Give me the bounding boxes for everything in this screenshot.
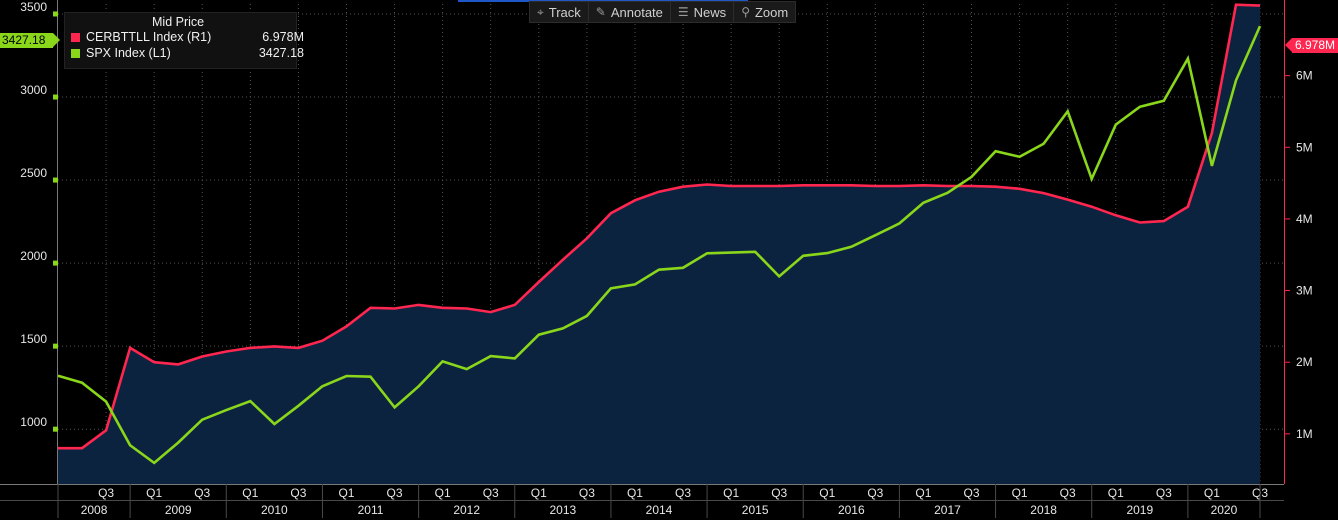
year-label: 2009 [165,503,192,517]
left-tick-marker [53,94,58,100]
x-tick-label: Q3 [98,486,114,500]
left-tick-label: 3000 [20,83,47,97]
annotate-button[interactable]: ✎ Annotate [589,2,671,22]
year-label: 2016 [838,503,865,517]
left-tick-label: 3500 [20,0,47,14]
x-tick-label: Q3 [579,486,595,500]
year-label: 2018 [1030,503,1057,517]
right-tick-label: 6M [1296,69,1313,83]
x-tick-label: Q3 [964,486,980,500]
cerb-last-value-label: 6.978M [1285,38,1338,53]
right-tick-label: 3M [1296,284,1313,298]
x-tick-label: Q1 [1012,486,1028,500]
x-tick-label: Q3 [194,486,210,500]
x-tick-label: Q1 [723,486,739,500]
left-tick-marker [53,260,58,266]
zoom-label: Zoom [754,4,789,20]
legend-entry-value: 3427.18 [258,46,304,60]
legend-entry-cerb[interactable]: CERBTTLL Index (R1) 6.978M [71,30,304,44]
cerb-series-line [58,3,1261,450]
news-list-icon: ☰ [677,5,689,19]
x-tick-label: Q3 [290,486,306,500]
x-tick-label: Q3 [483,486,499,500]
track-label: Track [548,4,581,20]
left-axis: 1000 1500 2000 2500 3000 3500 [20,0,58,484]
right-tick-label: 5M [1296,140,1313,154]
cerb-swatch [71,32,80,42]
x-tick-label: Q3 [1156,486,1172,500]
left-tick-marker [53,426,58,432]
year-label: 2010 [261,503,288,517]
year-label: 2011 [358,503,384,517]
x-tick-label: Q1 [531,486,547,500]
x-tick-label: Q1 [1204,486,1220,500]
x-tick-label: Q3 [675,486,691,500]
x-tick-label: Q1 [338,486,354,500]
x-tick-label: Q1 [242,486,258,500]
x-tick-label: Q3 [387,486,403,500]
news-label: News [693,4,727,20]
left-tick-marker [53,177,58,183]
x-tick-label: Q1 [819,486,835,500]
pencil-icon: ✎ [595,5,606,19]
right-axis: 1M 2M 3M 4M 5M 6M [1284,0,1313,484]
chart-toolbar: ⌖ Track ✎ Annotate ☰ News ⚲ Zoom [529,1,797,23]
left-tick-marker [53,343,58,349]
x-tick-label: Q3 [771,486,787,500]
left-tick-label: 2000 [20,249,47,263]
legend-entry-spx[interactable]: SPX Index (L1) 3427.18 [71,46,304,60]
year-label: 2014 [646,503,673,517]
year-label: 2013 [549,503,576,517]
x-tick-label: Q1 [146,486,162,500]
annotate-label: Annotate [610,4,663,20]
left-tick-label: 1500 [20,332,47,346]
cerb-area-fill [58,4,1260,484]
crosshair-icon: ⌖ [537,4,544,19]
right-tick-label: 2M [1296,355,1313,369]
right-tick-label: 1M [1296,427,1313,441]
x-tick-label: Q1 [627,486,643,500]
left-tick-label: 2500 [20,166,47,180]
right-tick-label: 4M [1296,212,1313,226]
track-button[interactable]: ⌖ Track [530,2,589,22]
chart-legend[interactable]: Mid Price CERBTTLL Index (R1) 6.978M SPX… [64,12,304,69]
legend-entry-value: 6.978M [262,30,304,44]
year-label: 2012 [453,503,480,517]
magnifier-icon: ⚲ [741,5,750,19]
year-label: 2015 [742,503,769,517]
x-tick-label: Q1 [915,486,931,500]
year-label: 2019 [1126,503,1153,517]
left-tick-marker [53,11,58,17]
legend-title: Mid Price [152,15,205,29]
x-tick-label: Q3 [1060,486,1076,500]
legend-entry-name: SPX Index (L1) [86,46,171,60]
x-tick-label: Q1 [1108,486,1124,500]
x-tick-label: Q3 [867,486,883,500]
x-axis: Q3 Q1 Q3 Q1 Q3 Q1 Q3 Q1 Q3 Q1 Q3 Q1 Q3 Q1 Q3 Q1 Q3 Q1 Q3 Q1… [0,484,1284,518]
spx-series-line [57,25,1262,465]
year-label: 2008 [81,503,108,517]
news-button[interactable]: ☰ News [671,2,735,22]
x-tick-label: Q1 [435,486,451,500]
spx-swatch [71,48,80,58]
spx-last-value-label: 3427.18 [0,33,60,48]
left-tick-label: 1000 [20,415,47,429]
zoom-button[interactable]: ⚲ Zoom [734,2,795,22]
legend-entry-name: CERBTTLL Index (R1) [86,30,212,44]
year-label: 2020 [1211,503,1238,517]
year-label: 2017 [934,503,961,517]
